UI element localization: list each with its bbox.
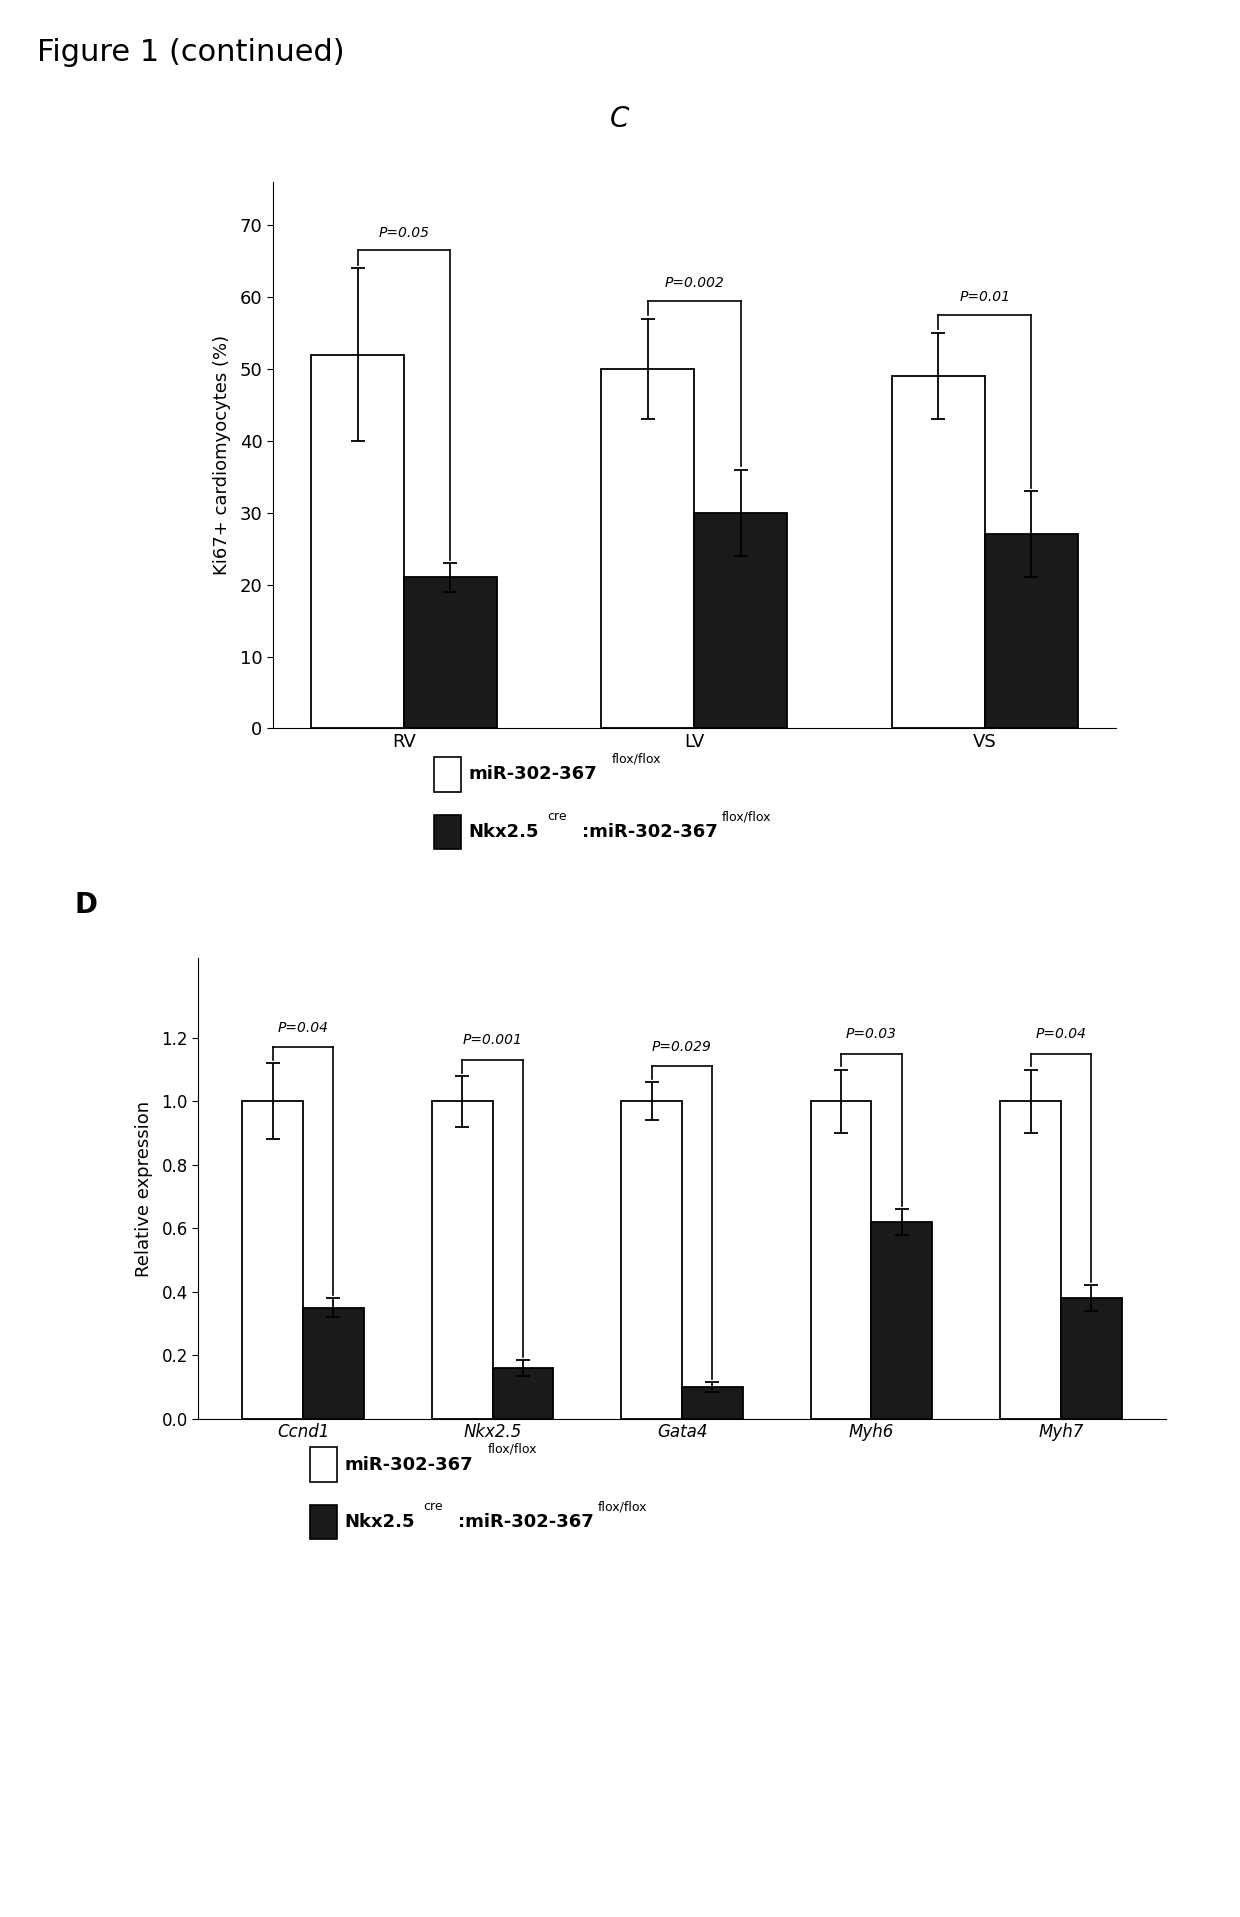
Text: P=0.029: P=0.029 bbox=[652, 1039, 712, 1054]
Bar bbox=[303, 1307, 363, 1419]
Bar bbox=[1061, 1298, 1122, 1419]
Bar bbox=[872, 1221, 932, 1419]
Text: flox/flox: flox/flox bbox=[598, 1501, 647, 1513]
Bar bbox=[242, 1100, 303, 1419]
Y-axis label: Relative expression: Relative expression bbox=[135, 1100, 154, 1277]
Text: :miR-302-367: :miR-302-367 bbox=[458, 1513, 593, 1532]
Text: cre: cre bbox=[547, 811, 567, 822]
Bar bbox=[432, 1100, 492, 1419]
Text: P=0.04: P=0.04 bbox=[278, 1020, 329, 1035]
Text: flox/flox: flox/flox bbox=[722, 811, 771, 822]
Bar bbox=[404, 577, 497, 728]
Text: Nkx2.5: Nkx2.5 bbox=[345, 1513, 415, 1532]
Text: P=0.03: P=0.03 bbox=[846, 1028, 897, 1041]
Text: D: D bbox=[74, 891, 98, 920]
Text: miR-302-367: miR-302-367 bbox=[345, 1455, 474, 1474]
Text: cre: cre bbox=[423, 1501, 443, 1513]
Text: Nkx2.5: Nkx2.5 bbox=[469, 822, 539, 842]
Bar bbox=[985, 535, 1078, 728]
Text: flox/flox: flox/flox bbox=[611, 753, 661, 765]
Bar bbox=[621, 1100, 682, 1419]
Bar bbox=[694, 512, 787, 728]
Text: P=0.04: P=0.04 bbox=[1035, 1028, 1086, 1041]
Bar bbox=[1001, 1100, 1061, 1419]
Text: P=0.001: P=0.001 bbox=[463, 1033, 522, 1047]
Bar bbox=[311, 355, 404, 728]
Text: Figure 1 (continued): Figure 1 (continued) bbox=[37, 38, 345, 67]
Bar bbox=[682, 1386, 743, 1419]
Bar bbox=[892, 376, 985, 728]
Text: flox/flox: flox/flox bbox=[487, 1444, 537, 1455]
Text: miR-302-367: miR-302-367 bbox=[469, 765, 598, 784]
Text: P=0.05: P=0.05 bbox=[378, 226, 429, 240]
Text: P=0.002: P=0.002 bbox=[665, 276, 724, 289]
Text: P=0.01: P=0.01 bbox=[960, 289, 1011, 305]
Bar bbox=[601, 368, 694, 728]
Y-axis label: Ki67+ cardiomyocytes (%): Ki67+ cardiomyocytes (%) bbox=[213, 335, 232, 575]
Text: C: C bbox=[610, 105, 630, 134]
Text: :miR-302-367: :miR-302-367 bbox=[582, 822, 717, 842]
Bar bbox=[811, 1100, 872, 1419]
Bar bbox=[492, 1369, 553, 1419]
